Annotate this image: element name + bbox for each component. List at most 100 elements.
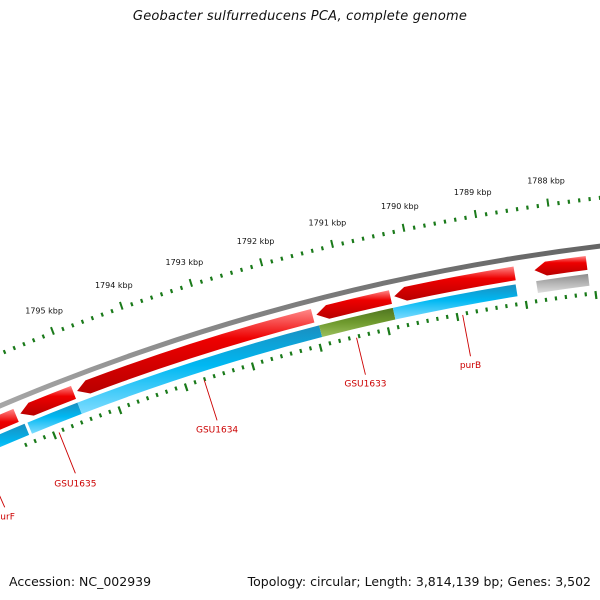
inner-minor-tick (445, 314, 449, 320)
outer-scale-ticks (2, 195, 600, 355)
tick-label: 1795 kbp (25, 307, 63, 316)
outer-minor-tick (310, 248, 314, 254)
outer-minor-tick (41, 334, 46, 339)
gene-label-gsu1633: GSU1633 (344, 380, 386, 390)
inner-minor-tick (308, 346, 313, 351)
tick-label: 1793 kbp (165, 258, 203, 267)
inner-major-tick (318, 343, 323, 352)
inner-minor-tick (534, 299, 538, 304)
inner-major-tick (183, 383, 189, 392)
inner-minor-tick (270, 356, 274, 362)
inner-minor-tick (70, 423, 75, 429)
accession-label: Accession: NC_002939 (9, 574, 152, 589)
gene-arrow-purf (0, 408, 19, 430)
outer-minor-tick (290, 253, 294, 259)
gene-leader-line (462, 314, 471, 357)
cds-block-gsu1633 (319, 307, 396, 338)
outer-minor-tick (526, 205, 529, 210)
outer-major-tick (546, 198, 550, 207)
inner-minor-tick (24, 442, 28, 448)
inner-minor-tick (338, 338, 342, 344)
inner-minor-tick (89, 416, 93, 422)
outer-minor-tick (250, 264, 254, 270)
outer-minor-tick (280, 256, 284, 261)
inner-minor-tick (61, 427, 65, 433)
outer-minor-tick (229, 270, 234, 275)
outer-minor-tick (199, 279, 204, 284)
inner-minor-tick (544, 297, 548, 303)
inner-minor-tick (584, 292, 588, 297)
outer-minor-tick (219, 273, 224, 278)
cds-block-purf (0, 423, 30, 448)
inner-minor-tick (435, 316, 439, 322)
gene-label-gsu1635: GSU1635 (54, 479, 96, 489)
outer-minor-tick (80, 319, 85, 324)
inner-minor-tick (328, 341, 332, 346)
gene-arrow-partial (534, 256, 588, 276)
inner-minor-tick (504, 303, 508, 309)
inner-minor-tick (202, 376, 207, 382)
inner-minor-tick (495, 305, 498, 310)
inner-minor-tick (136, 399, 140, 404)
outer-minor-tick (110, 308, 114, 314)
inner-minor-tick (514, 302, 518, 307)
outer-minor-tick (2, 349, 7, 355)
outer-minor-tick (100, 312, 104, 317)
inner-minor-tick (347, 336, 351, 341)
inner-minor-tick (108, 409, 112, 415)
tick-label: 1789 kbp (454, 188, 492, 197)
outer-minor-tick (169, 288, 174, 294)
tick-label: 1792 kbp (237, 237, 275, 246)
inner-minor-tick (98, 413, 103, 418)
outer-major-tick (330, 239, 334, 249)
outer-minor-tick (179, 285, 184, 291)
outer-minor-tick (464, 215, 467, 220)
inner-scale-ticks (24, 290, 598, 448)
inner-minor-tick (564, 294, 568, 300)
inner-minor-tick (212, 373, 216, 379)
outer-minor-tick (140, 298, 144, 304)
outer-minor-tick (90, 315, 95, 321)
outer-major-tick (188, 278, 194, 287)
outer-minor-tick (130, 301, 134, 307)
outer-major-tick (401, 223, 406, 232)
inner-minor-tick (241, 365, 245, 370)
gene-leader-line (356, 337, 366, 375)
outer-minor-tick (270, 259, 274, 264)
outer-minor-tick (381, 231, 385, 237)
outer-major-tick (50, 326, 55, 335)
inner-minor-tick (554, 296, 558, 301)
outer-minor-tick (300, 251, 304, 256)
cds-track (0, 273, 590, 448)
inner-major-tick (51, 431, 57, 440)
outer-minor-tick (209, 276, 214, 281)
gene-arrow-gsu1633 (316, 290, 392, 319)
outer-minor-tick (320, 246, 324, 251)
inner-minor-tick (155, 392, 159, 398)
outer-minor-tick (341, 241, 345, 246)
gene-leader-line (0, 495, 6, 508)
inner-minor-tick (574, 293, 578, 298)
cds-block-gsu1634 (77, 325, 323, 414)
inner-minor-tick (231, 368, 235, 373)
outer-minor-tick (443, 219, 447, 224)
outer-minor-tick (12, 345, 17, 351)
outer-minor-tick (371, 234, 375, 239)
tick-label: 1788 kbp (527, 177, 565, 186)
tick-label: 1794 kbp (95, 281, 133, 290)
inner-minor-tick (426, 318, 430, 324)
outer-minor-tick (567, 199, 571, 204)
inner-minor-tick (289, 351, 293, 356)
inner-minor-tick (279, 354, 284, 359)
cds-block-partial (536, 273, 590, 293)
outer-minor-tick (159, 292, 164, 297)
inner-minor-tick (42, 434, 47, 440)
gene-arrow-gsu1635 (20, 385, 76, 416)
inner-major-tick (250, 362, 256, 371)
genome-title: Geobacter sulfurreducens PCA, complete g… (132, 9, 468, 24)
gene-leader-line (58, 432, 76, 474)
inner-minor-tick (475, 309, 479, 314)
